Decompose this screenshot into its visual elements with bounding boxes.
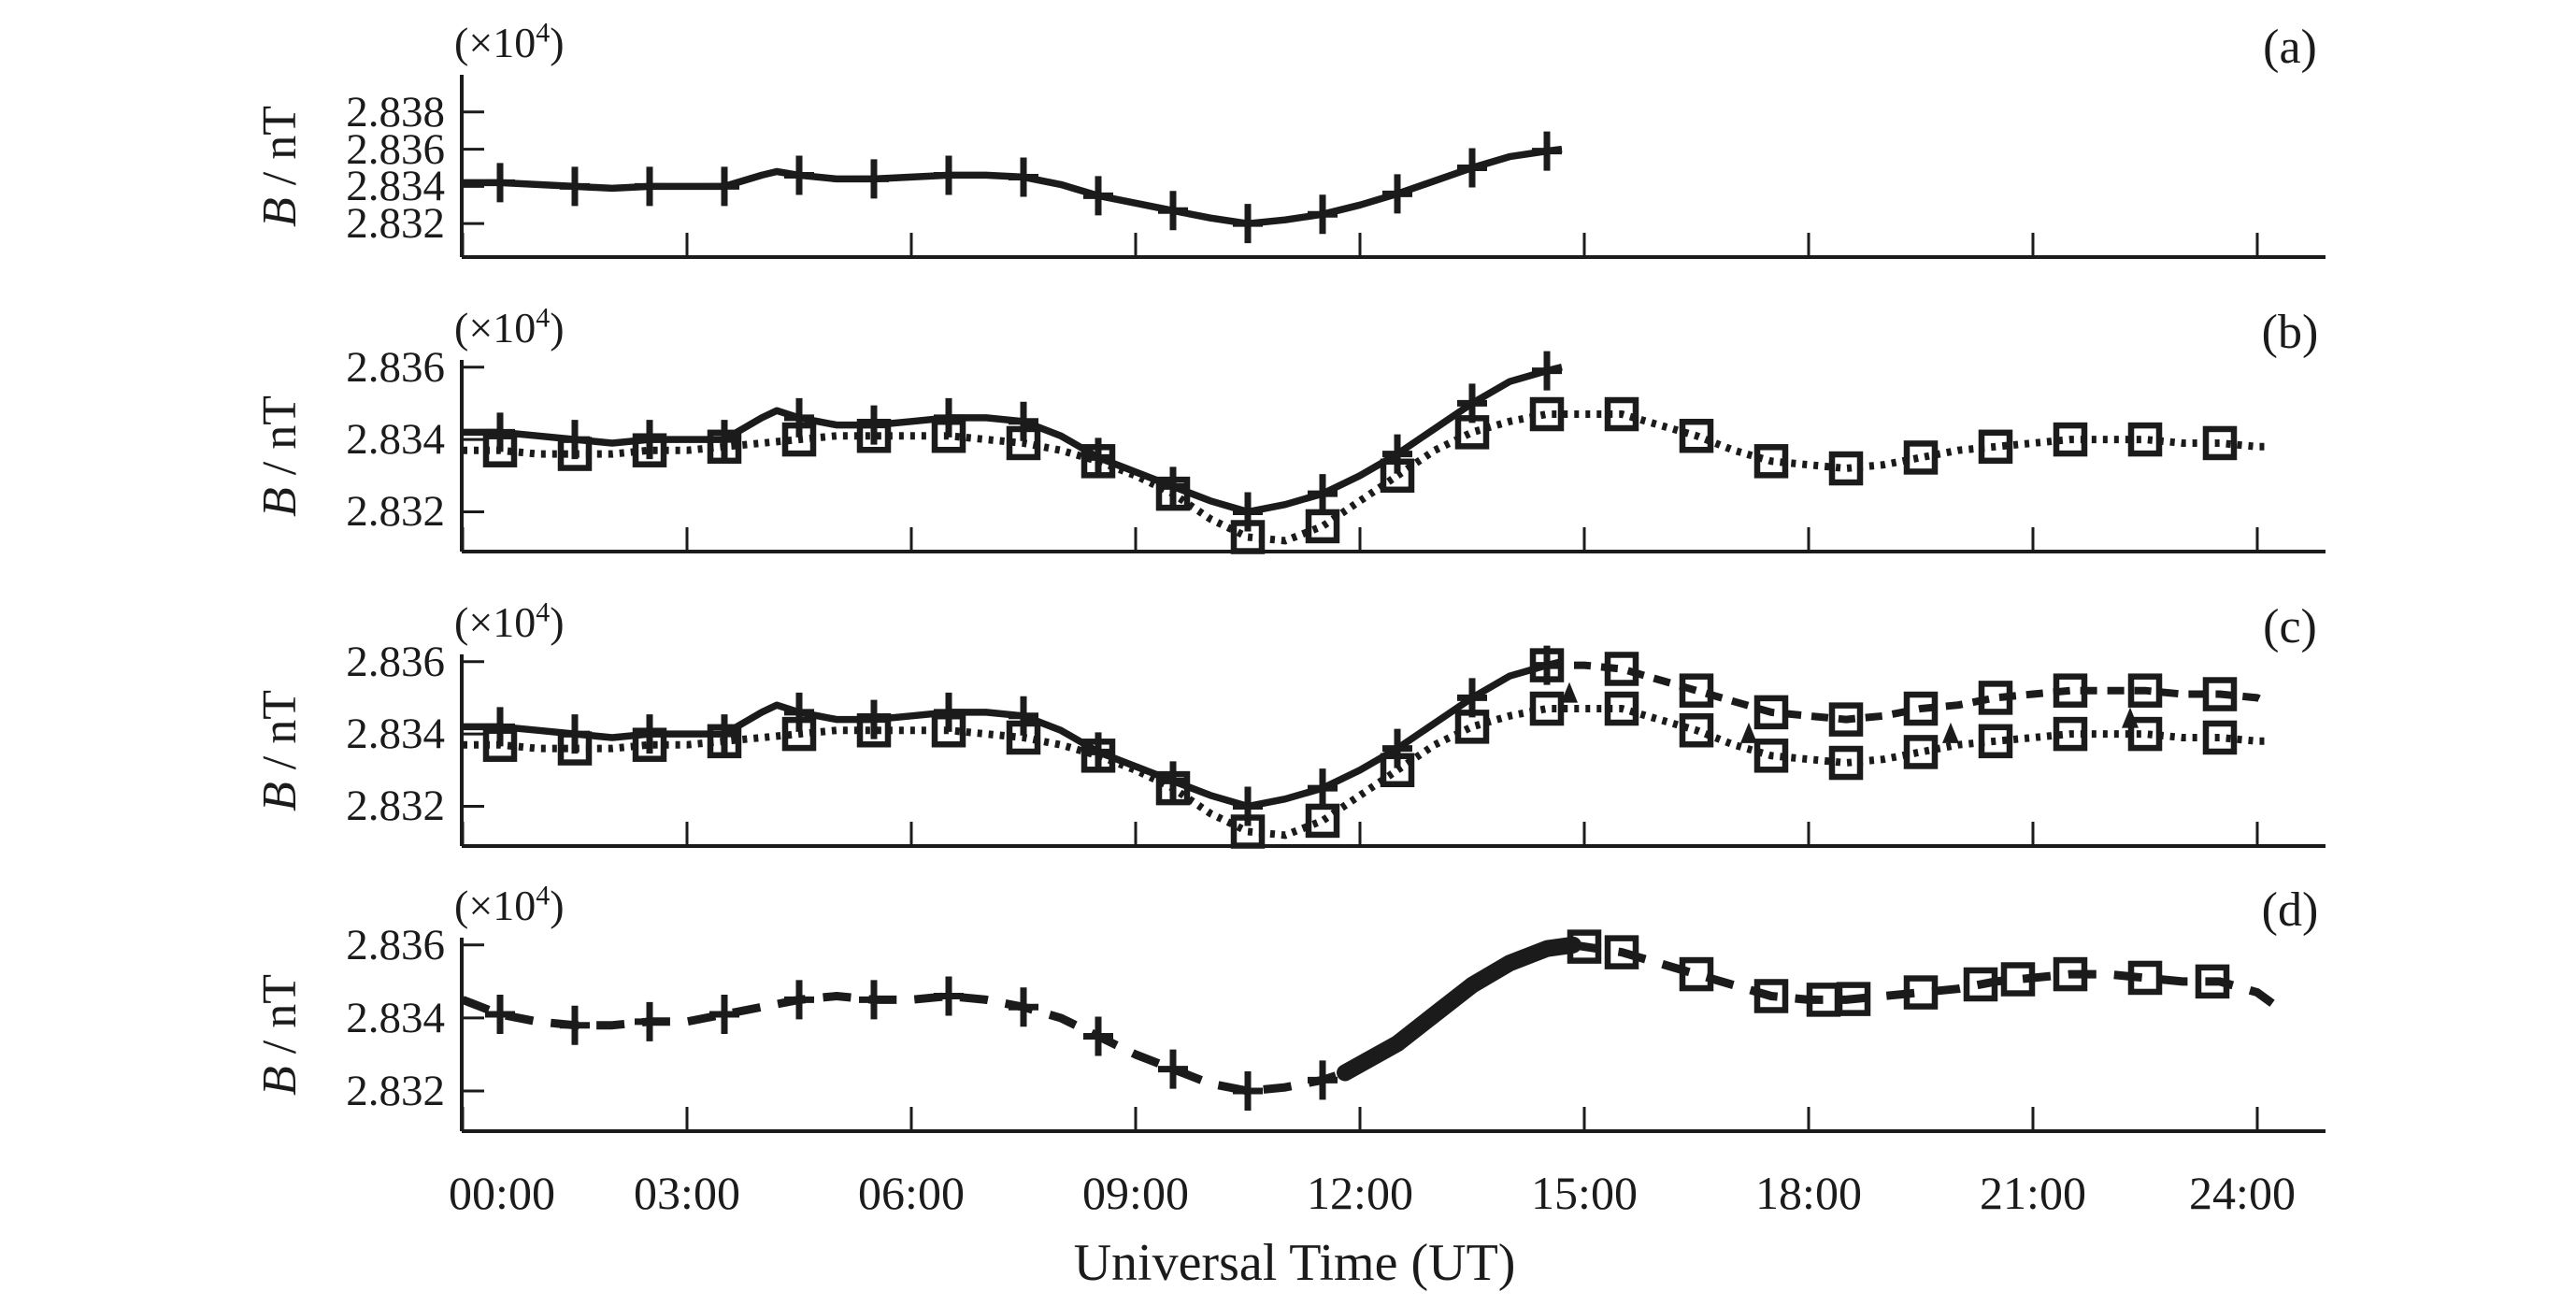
square-marker bbox=[1963, 967, 1998, 1002]
multiplier-exponent: 4 bbox=[536, 302, 551, 334]
square-marker bbox=[2127, 716, 2163, 752]
y-tick-label: 2.836 bbox=[346, 124, 445, 174]
panel-letter: (b) bbox=[2261, 306, 2319, 359]
square-marker bbox=[1828, 702, 1864, 737]
multiplier-exponent: 4 bbox=[536, 596, 551, 628]
x-tick-label: 15:00 bbox=[1531, 1167, 1638, 1219]
x-axis-title: Universal Time (UT) bbox=[1073, 1234, 1516, 1292]
square-marker bbox=[1828, 745, 1864, 781]
square-marker bbox=[1529, 396, 1565, 432]
y-axis-multiplier: (×104) bbox=[454, 880, 565, 929]
square-marker bbox=[2202, 720, 2238, 755]
square-marker bbox=[1903, 975, 1939, 1010]
square-marker bbox=[1753, 739, 1789, 773]
x-tick-label: 00:00 bbox=[449, 1167, 555, 1219]
square-marker bbox=[1604, 396, 1639, 432]
multiplier-exponent: 4 bbox=[536, 880, 551, 911]
y-tick-label: 2.832 bbox=[346, 782, 445, 831]
x-tick-label: 24:00 bbox=[2189, 1167, 2296, 1219]
panel-letter: (a) bbox=[2263, 21, 2317, 74]
x-tick-label: 21:00 bbox=[1980, 1167, 2086, 1219]
square-marker bbox=[1978, 724, 2013, 759]
square-marker bbox=[2053, 422, 2088, 457]
square-marker bbox=[1753, 444, 1789, 479]
square-marker bbox=[1903, 691, 1939, 726]
square-marker bbox=[1836, 982, 1871, 1016]
y-tick-label: 2.834 bbox=[346, 162, 445, 211]
square-marker bbox=[2202, 677, 2238, 711]
series-reference-field bbox=[463, 705, 2265, 840]
y-axis-multiplier: (×104) bbox=[454, 302, 565, 352]
x-tick-label: 06:00 bbox=[858, 1167, 965, 1219]
square-marker bbox=[1903, 440, 1939, 475]
x-tick-label: 09:00 bbox=[1082, 1167, 1189, 1219]
shift-arrow-head bbox=[2122, 707, 2139, 728]
square-marker bbox=[1753, 979, 1789, 1013]
square-marker bbox=[2202, 425, 2238, 461]
panel-letter: (c) bbox=[2263, 600, 2317, 653]
shift-arrow-head bbox=[1740, 722, 1757, 743]
y-tick-label: 2.834 bbox=[346, 415, 445, 465]
square-marker bbox=[1978, 429, 2013, 465]
shift-arrow-head bbox=[1561, 682, 1578, 703]
square-marker bbox=[1604, 935, 1639, 969]
square-marker bbox=[2053, 956, 2088, 992]
x-tick-label: 03:00 bbox=[634, 1167, 740, 1219]
square-marker bbox=[1679, 673, 1714, 708]
multiplier-exponent: 4 bbox=[536, 17, 551, 49]
square-marker bbox=[1679, 712, 1714, 748]
y-tick-label: 2.832 bbox=[346, 199, 445, 249]
square-marker bbox=[1529, 648, 1565, 682]
y-tick-label: 2.838 bbox=[346, 87, 445, 136]
square-marker bbox=[1529, 691, 1565, 726]
square-marker bbox=[1604, 652, 1639, 686]
square-marker bbox=[2000, 962, 2036, 997]
square-marker bbox=[1753, 695, 1789, 730]
square-marker bbox=[1679, 956, 1714, 992]
x-tick-label: 12:00 bbox=[1307, 1167, 1413, 1219]
y-tick-label: 2.832 bbox=[346, 487, 445, 537]
square-marker bbox=[2053, 673, 2088, 708]
y-tick-label: 2.836 bbox=[346, 920, 445, 969]
square-marker bbox=[2127, 673, 2163, 708]
series-corrected-field-late bbox=[1572, 940, 2275, 1007]
series-corrected-field-early bbox=[461, 992, 1347, 1096]
panel-letter: (d) bbox=[2261, 883, 2319, 937]
square-marker bbox=[1828, 451, 1864, 486]
series-fitted-segment bbox=[1337, 936, 1581, 1082]
y-tick-label: 2.834 bbox=[346, 993, 445, 1042]
shift-arrow-head bbox=[1942, 722, 1959, 743]
y-tick-label: 2.836 bbox=[346, 342, 445, 392]
square-marker bbox=[2195, 964, 2230, 999]
square-marker bbox=[2127, 422, 2163, 457]
series-reference-field-shifted bbox=[1547, 661, 2267, 724]
square-marker bbox=[1679, 418, 1714, 453]
x-tick-label: 18:00 bbox=[1755, 1167, 1862, 1219]
series-reference-field bbox=[463, 410, 2265, 545]
square-marker bbox=[2127, 960, 2163, 996]
square-marker bbox=[1604, 691, 1639, 726]
square-marker bbox=[1903, 735, 1939, 769]
square-marker bbox=[2053, 716, 2088, 752]
y-axis-multiplier: (×104) bbox=[454, 17, 565, 66]
y-tick-label: 2.834 bbox=[346, 710, 445, 759]
square-marker bbox=[1978, 681, 2013, 715]
y-tick-label: 2.832 bbox=[346, 1067, 445, 1116]
y-axis-multiplier: (×104) bbox=[454, 596, 565, 646]
y-tick-label: 2.836 bbox=[346, 637, 445, 686]
